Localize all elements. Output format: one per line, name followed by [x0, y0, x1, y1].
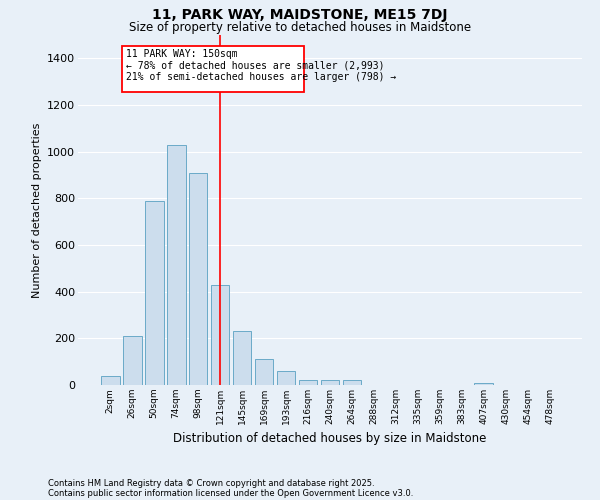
Bar [475, 382, 493, 385]
Bar [320, 380, 340, 385]
Text: Size of property relative to detached houses in Maidstone: Size of property relative to detached ho… [129, 21, 471, 34]
Bar [255, 360, 274, 385]
Y-axis label: Number of detached properties: Number of detached properties [32, 122, 41, 298]
Bar [123, 336, 142, 385]
Bar [277, 371, 295, 385]
Bar [211, 284, 229, 385]
Bar [233, 332, 251, 385]
Bar [299, 380, 317, 385]
Bar [101, 376, 119, 385]
Bar [167, 144, 185, 385]
Text: Contains HM Land Registry data © Crown copyright and database right 2025.: Contains HM Land Registry data © Crown c… [48, 478, 374, 488]
Text: 21% of semi-detached houses are larger (798) →: 21% of semi-detached houses are larger (… [125, 72, 396, 83]
Bar [343, 380, 361, 385]
FancyBboxPatch shape [122, 46, 304, 92]
Text: 11, PARK WAY, MAIDSTONE, ME15 7DJ: 11, PARK WAY, MAIDSTONE, ME15 7DJ [152, 8, 448, 22]
Text: ← 78% of detached houses are smaller (2,993): ← 78% of detached houses are smaller (2,… [125, 60, 384, 70]
Text: Contains public sector information licensed under the Open Government Licence v3: Contains public sector information licen… [48, 488, 413, 498]
Bar [145, 200, 164, 385]
X-axis label: Distribution of detached houses by size in Maidstone: Distribution of detached houses by size … [173, 432, 487, 446]
Bar [189, 172, 208, 385]
Text: 11 PARK WAY: 150sqm: 11 PARK WAY: 150sqm [125, 49, 237, 59]
